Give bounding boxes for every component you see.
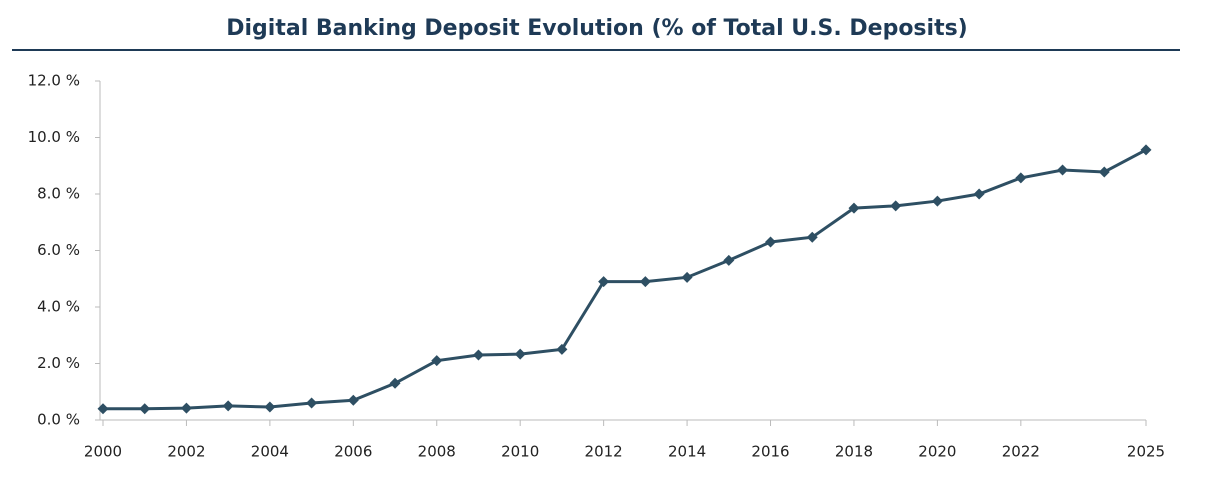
x-tick-label: 2002 (167, 443, 205, 461)
data-point (472, 349, 484, 361)
data-point (514, 348, 526, 360)
data-point (890, 200, 902, 212)
x-tick-label: 2006 (334, 443, 372, 461)
data-point (556, 343, 568, 355)
x-tick-label: 2018 (835, 443, 873, 461)
data-point (431, 355, 443, 367)
x-tick-label: 2025 (1127, 443, 1165, 461)
data-point (765, 236, 777, 248)
data-point (389, 377, 401, 389)
x-tick-label: 2010 (501, 443, 539, 461)
data-point (723, 254, 735, 266)
y-tick-label: 12.0 % (28, 72, 80, 90)
x-tick-label: 2016 (751, 443, 789, 461)
y-tick-label: 2.0 % (37, 354, 80, 372)
y-tick-label: 8.0 % (37, 185, 80, 203)
data-line (103, 148, 1147, 411)
y-tick-label: 0.0 % (37, 411, 80, 429)
data-point (806, 231, 818, 243)
data-point (222, 400, 234, 412)
data-point (1015, 172, 1027, 184)
data-point (139, 403, 151, 415)
chart-title: Digital Banking Deposit Evolution (% of … (226, 16, 968, 41)
x-tick-label: 2022 (1002, 443, 1040, 461)
x-tick-label: 2020 (918, 443, 956, 461)
data-point (1140, 144, 1152, 156)
data-point (848, 202, 860, 214)
data-point (347, 394, 359, 406)
data-point (1057, 164, 1069, 176)
y-tick-label: 10.0 % (28, 128, 80, 146)
x-tick-label: 2008 (418, 443, 456, 461)
data-point (1098, 166, 1110, 178)
data-point (973, 188, 985, 200)
data-point (639, 276, 651, 288)
x-tick-label: 2000 (84, 443, 122, 461)
x-tick-label: 2012 (585, 443, 623, 461)
data-point (264, 401, 276, 413)
x-tick-label: 2004 (251, 443, 289, 461)
y-tick-label: 4.0 % (37, 298, 80, 316)
data-point (180, 402, 192, 414)
data-point (681, 271, 693, 283)
y-tick-label: 6.0 % (37, 241, 80, 259)
data-point (306, 397, 318, 409)
data-point (598, 276, 610, 288)
data-point (97, 403, 109, 415)
data-point (931, 195, 943, 207)
x-tick-label: 2014 (668, 443, 706, 461)
